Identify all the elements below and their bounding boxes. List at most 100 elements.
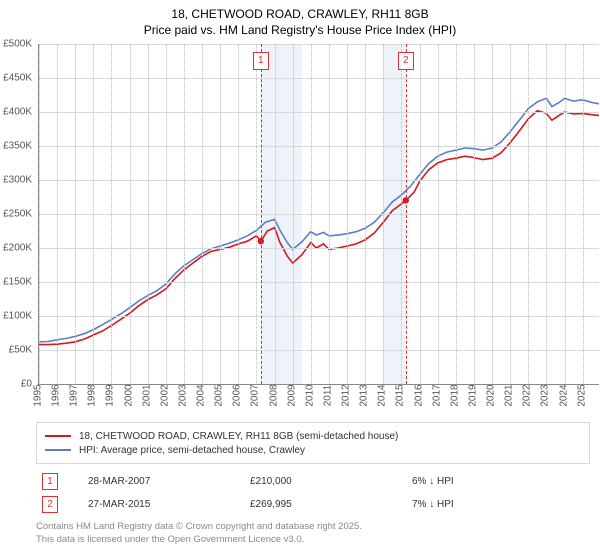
y-axis-label: £200K — [0, 243, 32, 254]
tx-date: 28-MAR-2007 — [82, 470, 244, 493]
callout-line — [261, 44, 262, 384]
plot-area: 12 — [38, 44, 599, 385]
gridline-v — [93, 44, 94, 384]
x-axis-label: 2009 — [286, 384, 297, 408]
gridline-v — [401, 44, 402, 384]
x-axis-label: 2019 — [467, 384, 478, 408]
chart: 12 £0£50K£100K£150K£200K£250K£300K£350K£… — [38, 44, 598, 414]
legend-swatch — [45, 449, 71, 451]
y-axis-label: £50K — [0, 345, 32, 356]
footer-line1: Contains HM Land Registry data © Crown c… — [36, 521, 572, 533]
legend-label: HPI: Average price, semi-detached house,… — [79, 445, 305, 456]
transaction-row: 128-MAR-2007£210,0006% ↓ HPI — [36, 470, 572, 493]
tx-date: 27-MAR-2015 — [82, 493, 244, 516]
callout-box: 2 — [398, 52, 414, 70]
x-axis-label: 2003 — [177, 384, 188, 408]
x-axis-label: 2020 — [486, 384, 497, 408]
x-axis-label: 2005 — [214, 384, 225, 408]
gridline-v — [220, 44, 221, 384]
gridline-v — [528, 44, 529, 384]
x-axis-label: 1997 — [69, 384, 80, 408]
gridline-h — [39, 282, 599, 283]
gridline-h — [39, 180, 599, 181]
x-axis-label: 2004 — [196, 384, 207, 408]
x-axis-label: 2015 — [395, 384, 406, 408]
y-axis-label: £400K — [0, 107, 32, 118]
gridline-h — [39, 112, 599, 113]
x-axis-label: 1996 — [51, 384, 62, 408]
tx-index: 2 — [42, 496, 58, 513]
y-axis-label: £0 — [0, 379, 32, 390]
x-axis-label: 2012 — [341, 384, 352, 408]
gridline-v — [238, 44, 239, 384]
gridline-v — [420, 44, 421, 384]
gridline-v — [111, 44, 112, 384]
gridline-v — [329, 44, 330, 384]
x-axis-label: 2018 — [449, 384, 460, 408]
x-axis-label: 1995 — [33, 384, 44, 408]
transaction-row: 227-MAR-2015£269,9957% ↓ HPI — [36, 493, 572, 516]
y-axis-label: £150K — [0, 277, 32, 288]
gridline-h — [39, 78, 599, 79]
gridline-v — [546, 44, 547, 384]
gridline-v — [474, 44, 475, 384]
y-axis-label: £300K — [0, 175, 32, 186]
series-hpi — [39, 99, 599, 342]
gridline-v — [202, 44, 203, 384]
x-axis-label: 2002 — [159, 384, 170, 408]
gridline-v — [383, 44, 384, 384]
gridline-v — [347, 44, 348, 384]
gridline-v — [583, 44, 584, 384]
tx-price: £210,000 — [244, 470, 406, 493]
gridline-v — [275, 44, 276, 384]
gridline-v — [148, 44, 149, 384]
gridline-v — [510, 44, 511, 384]
gridline-v — [75, 44, 76, 384]
gridline-v — [311, 44, 312, 384]
x-axis-label: 2007 — [250, 384, 261, 408]
x-axis-label: 2022 — [522, 384, 533, 408]
x-axis-label: 2006 — [232, 384, 243, 408]
footer: Contains HM Land Registry data © Crown c… — [36, 521, 572, 546]
gridline-v — [184, 44, 185, 384]
x-axis-label: 2016 — [413, 384, 424, 408]
title-line2: Price paid vs. HM Land Registry's House … — [0, 22, 600, 38]
tx-price: £269,995 — [244, 493, 406, 516]
gridline-v — [57, 44, 58, 384]
tx-index: 1 — [42, 473, 58, 490]
y-axis-label: £500K — [0, 39, 32, 50]
legend-swatch — [45, 435, 71, 437]
gridline-h — [39, 248, 599, 249]
y-axis-label: £250K — [0, 209, 32, 220]
y-axis-label: £450K — [0, 73, 32, 84]
legend-item-price-paid: 18, CHETWOOD ROAD, CRAWLEY, RH11 8GB (se… — [45, 429, 581, 443]
x-axis-label: 2013 — [359, 384, 370, 408]
gridline-v — [256, 44, 257, 384]
callout-line — [406, 44, 407, 384]
gridline-v — [438, 44, 439, 384]
legend: 18, CHETWOOD ROAD, CRAWLEY, RH11 8GB (se… — [36, 422, 590, 464]
callout-box: 1 — [253, 52, 269, 70]
gridline-v — [39, 44, 40, 384]
gridline-v — [456, 44, 457, 384]
x-axis-label: 2025 — [576, 384, 587, 408]
chart-heading: 18, CHETWOOD ROAD, CRAWLEY, RH11 8GB Pri… — [0, 0, 600, 38]
x-axis-label: 2001 — [141, 384, 152, 408]
gridline-v — [293, 44, 294, 384]
gridline-h — [39, 350, 599, 351]
x-axis-label: 2021 — [504, 384, 515, 408]
gridline-h — [39, 146, 599, 147]
legend-label: 18, CHETWOOD ROAD, CRAWLEY, RH11 8GB (se… — [79, 431, 398, 442]
x-axis-label: 1999 — [105, 384, 116, 408]
gridline-h — [39, 214, 599, 215]
gridline-h — [39, 44, 599, 45]
footer-line2: This data is licensed under the Open Gov… — [36, 534, 572, 546]
y-axis-label: £100K — [0, 311, 32, 322]
gridline-v — [166, 44, 167, 384]
gridline-v — [130, 44, 131, 384]
gridline-v — [565, 44, 566, 384]
gridline-h — [39, 316, 599, 317]
gridline-v — [365, 44, 366, 384]
x-axis-label: 1998 — [87, 384, 98, 408]
x-axis-label: 2024 — [558, 384, 569, 408]
